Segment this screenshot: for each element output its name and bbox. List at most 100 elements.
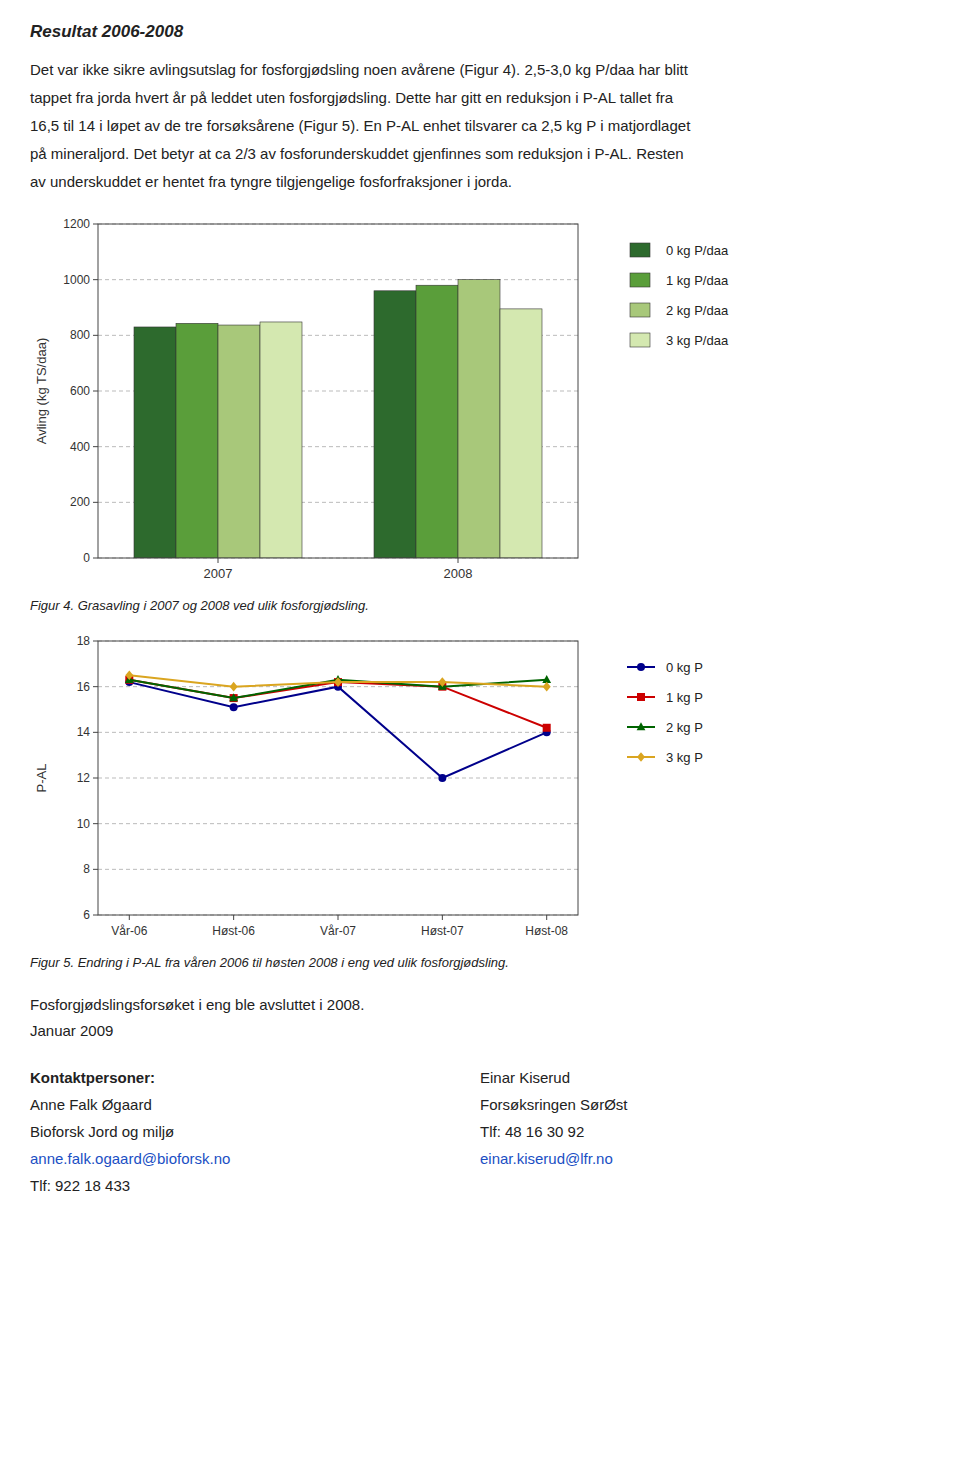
tick-mark bbox=[93, 641, 98, 642]
grid-line bbox=[98, 869, 578, 870]
point bbox=[229, 693, 238, 701]
bar bbox=[500, 309, 542, 558]
chart: 681012141618P-ALVår-06Høst-06Vår-07Høst-… bbox=[30, 629, 590, 949]
tick-mark bbox=[218, 558, 219, 563]
bar bbox=[176, 323, 218, 558]
caption: Figur 5. Endring i P-AL fra våren 2006 t… bbox=[30, 955, 930, 970]
legend-swatch bbox=[637, 752, 645, 762]
tick-label: 2007 bbox=[204, 566, 233, 581]
point bbox=[438, 677, 446, 687]
footer: Fosforgjødslingsforsøket i eng ble avslu… bbox=[30, 992, 930, 1044]
tick-mark bbox=[93, 335, 98, 336]
tick-mark bbox=[93, 446, 98, 447]
legend-label: 3 kg P bbox=[666, 750, 703, 765]
tick-mark bbox=[93, 778, 98, 779]
legend-item: 1 kg P bbox=[626, 689, 703, 705]
tick-label: 6 bbox=[83, 908, 90, 922]
legend-swatch bbox=[637, 663, 645, 671]
point bbox=[542, 675, 551, 683]
intro-text: tappet fra jorda hvert år på leddet uten… bbox=[30, 84, 930, 112]
tick-mark bbox=[442, 915, 443, 920]
tick-mark bbox=[129, 915, 130, 920]
bar bbox=[374, 291, 416, 558]
tick-mark bbox=[93, 686, 98, 687]
legend-item: 0 kg P bbox=[626, 659, 703, 675]
tick-mark bbox=[546, 915, 547, 920]
page-title: Resultat 2006-2008 bbox=[30, 22, 930, 42]
tick-mark bbox=[93, 391, 98, 392]
bar bbox=[458, 280, 500, 558]
chart-row: 681012141618P-ALVår-06Høst-06Vår-07Høst-… bbox=[30, 629, 930, 949]
tick-label: Vår-06 bbox=[111, 924, 147, 938]
legend-swatch bbox=[626, 719, 656, 735]
tick-mark bbox=[233, 915, 234, 920]
contact-column: Kontaktpersoner:Anne Falk ØgaardBioforsk… bbox=[30, 1064, 480, 1199]
tick-label: 200 bbox=[70, 495, 90, 509]
tick-label: 1000 bbox=[63, 273, 90, 287]
legend-swatch bbox=[626, 242, 656, 258]
legend-label: 3 kg P/daa bbox=[666, 333, 728, 348]
legend: 0 kg P/daa 1 kg P/daa 2 kg P/daa 3 kg P/daa bbox=[626, 242, 728, 348]
legend-label: 2 kg P bbox=[666, 720, 703, 735]
grid-line bbox=[98, 778, 578, 779]
contact-text: Einar Kiserud bbox=[480, 1064, 930, 1091]
plot-area bbox=[125, 670, 551, 782]
tick-mark bbox=[93, 915, 98, 916]
axis-label: Avling (kg TS/daa) bbox=[34, 338, 49, 444]
contact-text: Tlf: 922 18 433 bbox=[30, 1172, 480, 1199]
intro-text: på mineraljord. Det betyr at ca 2/3 av f… bbox=[30, 140, 930, 168]
tick-mark bbox=[93, 224, 98, 225]
bar bbox=[416, 285, 458, 558]
line bbox=[129, 682, 546, 778]
tick-mark bbox=[93, 869, 98, 870]
tick-label: 12 bbox=[77, 771, 91, 785]
tick-label: Høst-08 bbox=[525, 924, 568, 938]
point bbox=[438, 774, 446, 782]
legend-item: 2 kg P bbox=[626, 719, 703, 735]
contact-heading: Kontaktpersoner: bbox=[30, 1064, 480, 1091]
legend-swatch bbox=[626, 659, 656, 675]
legend-label: 0 kg P/daa bbox=[666, 243, 728, 258]
legend-item: 0 kg P/daa bbox=[626, 242, 728, 258]
tick-mark bbox=[93, 732, 98, 733]
y-axis: 020040060080010001200 bbox=[63, 217, 578, 565]
page: Resultat 2006-2008Det var ikke sikre avl… bbox=[0, 0, 960, 1199]
axis-label: P-AL bbox=[34, 764, 49, 793]
tick-mark bbox=[93, 502, 98, 503]
legend-label: 0 kg P bbox=[666, 660, 703, 675]
legend-swatch bbox=[630, 243, 650, 257]
plot-frame bbox=[98, 224, 578, 558]
tick-label: 2008 bbox=[444, 566, 473, 581]
legend-label: 2 kg P/daa bbox=[666, 303, 728, 318]
x-axis: 2007 2008 bbox=[204, 558, 473, 581]
legend-swatch bbox=[630, 303, 650, 317]
tick-mark bbox=[338, 915, 339, 920]
tick-label: 600 bbox=[70, 384, 90, 398]
point bbox=[543, 682, 551, 692]
legend-item: 3 kg P/daa bbox=[626, 332, 728, 348]
point bbox=[125, 670, 133, 680]
legend-swatch bbox=[626, 689, 656, 705]
footer-text: Fosforgjødslingsforsøket i eng ble avslu… bbox=[30, 992, 930, 1018]
bar bbox=[218, 325, 260, 558]
legend-swatch bbox=[637, 693, 645, 701]
legend-swatch bbox=[626, 302, 656, 318]
legend-item: 2 kg P/daa bbox=[626, 302, 728, 318]
legend-swatch bbox=[626, 332, 656, 348]
tick-mark bbox=[458, 558, 459, 563]
contact-text: Tlf: 48 16 30 92 bbox=[480, 1118, 930, 1145]
footer-text: Januar 2009 bbox=[30, 1018, 930, 1044]
plot-area bbox=[134, 280, 542, 558]
line bbox=[129, 675, 546, 686]
intro-text: 16,5 til 14 i løpet av de tre forsøksåre… bbox=[30, 112, 930, 140]
caption: Figur 4. Grasavling i 2007 og 2008 ved u… bbox=[30, 598, 930, 613]
tick-label: 16 bbox=[77, 680, 91, 694]
contact-text: anne.falk.ogaard@bioforsk.no bbox=[30, 1145, 480, 1172]
chart: 020040060080010001200 Avling (kg TS/daa) 2… bbox=[30, 212, 590, 592]
chart-row: 020040060080010001200 Avling (kg TS/daa) 2… bbox=[30, 212, 930, 592]
contact-text: Anne Falk Øgaard bbox=[30, 1091, 480, 1118]
contact-column: Einar KiserudForsøksringen SørØstTlf: 48… bbox=[480, 1064, 930, 1199]
line bbox=[129, 680, 546, 728]
legend-label: 1 kg P/daa bbox=[666, 273, 728, 288]
tick-label: 8 bbox=[83, 862, 90, 876]
